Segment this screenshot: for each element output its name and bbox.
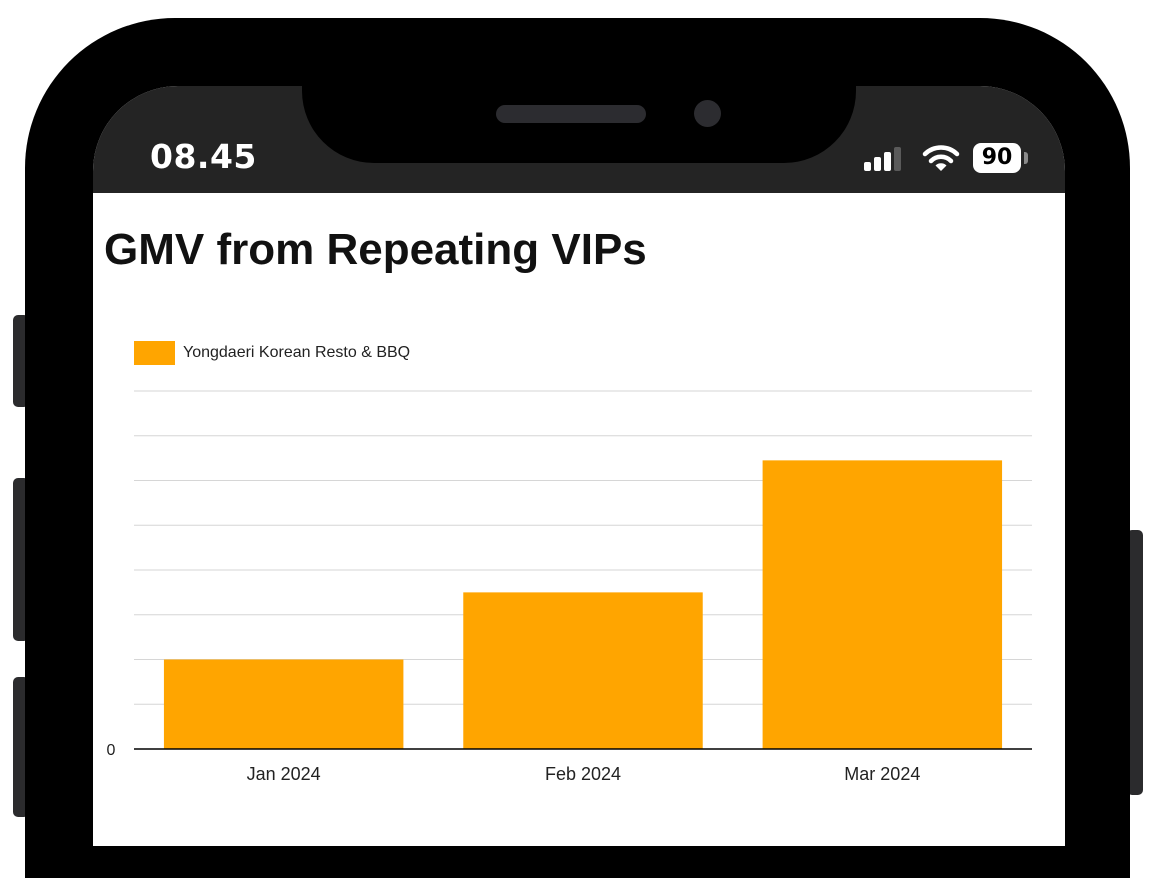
chart-legend: Yongdaeri Korean Resto & BBQ — [134, 341, 410, 365]
y-tick-label: 0 — [107, 742, 116, 759]
bar — [463, 592, 703, 749]
notch — [302, 18, 856, 163]
page-title: GMV from Repeating VIPs — [104, 225, 647, 274]
legend-label: Yongdaeri Korean Resto & BBQ — [183, 344, 411, 361]
battery-tip — [1024, 152, 1028, 164]
bar-chart: Jan 2024 Feb 2024 Mar 2024 0 — [107, 390, 1032, 784]
legend-swatch — [134, 341, 175, 365]
bar — [762, 460, 1003, 749]
x-tick-label: Mar 2024 — [844, 764, 920, 784]
x-tick-label: Feb 2024 — [545, 764, 621, 784]
cellular-signal-icon — [864, 147, 901, 171]
battery-icon: 90 — [973, 143, 1021, 173]
front-camera — [694, 100, 721, 127]
wifi-icon — [922, 145, 960, 171]
status-time: 08.45 — [150, 137, 257, 176]
speaker-grille — [496, 105, 646, 123]
bar — [163, 659, 404, 749]
power-button — [1127, 530, 1143, 795]
x-tick-label: Jan 2024 — [247, 764, 321, 784]
